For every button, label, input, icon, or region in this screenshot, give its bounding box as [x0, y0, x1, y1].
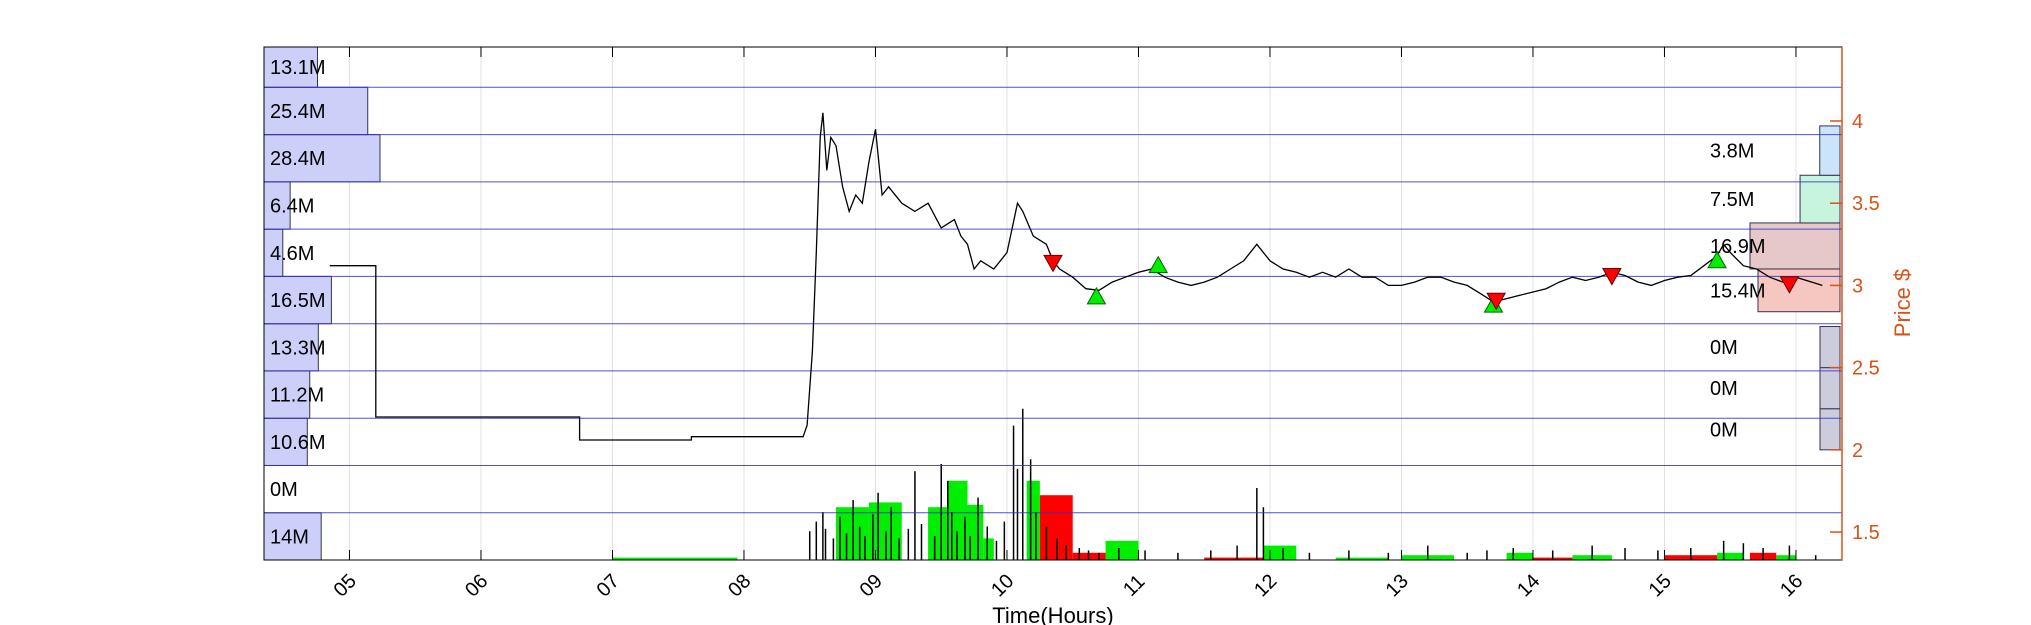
volume-bar-up — [612, 557, 738, 560]
volume-profile-right-label: 3.8M — [1710, 141, 1754, 163]
x-tick-label: 13 — [1382, 570, 1413, 601]
volume-profile-left-label: 0M — [270, 479, 298, 501]
volume-profile-right-bar — [1749, 222, 1841, 270]
volume-profile-right-label: 0M — [1710, 337, 1738, 359]
volume-bar-up — [947, 480, 968, 560]
x-tick-label: 14 — [1513, 570, 1544, 601]
price-tick-label: 2.5 — [1852, 358, 1880, 380]
volume-bar-up — [1506, 552, 1533, 560]
volume-profile-right-bar — [1799, 174, 1841, 224]
hourly-volume-bars — [612, 480, 1796, 560]
price-tick-label: 3 — [1852, 275, 1863, 297]
volume-profile-right-bar — [1819, 367, 1841, 410]
x-tick-label: 05 — [330, 570, 361, 601]
price-tick-label: 2 — [1852, 440, 1863, 462]
x-tick-label: 06 — [461, 570, 492, 601]
price-axis: 1.5 2 2.5 3 3.5 4 — [1830, 47, 1880, 560]
volume-profile-left: 14M 0M 10.6M 11.2M 13.3M 16.5M 4.6M 6.4M 28.4M 25… — [263, 46, 381, 561]
sell-signal-marker — [1779, 276, 1800, 294]
volume-profile-left-bar — [263, 86, 369, 136]
price-band-lines — [264, 86, 1842, 514]
volume-bar-up — [1105, 540, 1139, 560]
y-axis-label: Price $ — [1890, 269, 1915, 337]
volume-bar-down — [1204, 557, 1264, 560]
x-tick-label: 08 — [724, 570, 755, 601]
volume-profile-right-label: 7.5M — [1710, 189, 1754, 211]
sell-signal-marker — [1602, 268, 1622, 286]
volume-profile-right-bar — [1757, 268, 1841, 313]
buy-signal-marker — [1148, 255, 1169, 274]
x-tick-label: 09 — [856, 570, 887, 601]
volume-profile-right-label: 0M — [1710, 419, 1738, 441]
volume-profile-right-label: 15.4M — [1710, 280, 1766, 302]
minute-volume-bars — [808, 408, 1817, 560]
volume-profile-right: 0M 0M 0M 15.4M 16.9M 7.5M 3.8M — [1710, 125, 1841, 451]
x-tick-label: 11 — [1119, 571, 1149, 601]
sell-signal-marker — [1043, 254, 1063, 273]
volume-profile-left-label: 11.2M — [270, 385, 324, 407]
price-tick-label: 1.5 — [1852, 522, 1880, 544]
x-tick-label: 12 — [1250, 570, 1281, 601]
volume-bar-up — [967, 504, 984, 560]
volume-profile-left-label: 10.6M — [270, 432, 326, 454]
x-tick-label: 16 — [1776, 570, 1807, 601]
buy-signal-marker — [1707, 250, 1727, 269]
volume-bar-up — [928, 507, 948, 560]
volume-profile-right-label: 16.9M — [1710, 236, 1766, 258]
volume-profile-left-label: 4.6M — [270, 243, 314, 265]
volume-bar-up — [1335, 557, 1389, 560]
volume-profile-right-bar — [1819, 125, 1841, 176]
volume-bar-up — [1776, 555, 1796, 560]
volume-profile-left-label: 16.5M — [270, 290, 326, 312]
buy-signal-marker — [1086, 286, 1107, 305]
volume-profile-left-label: 13.1M — [270, 57, 326, 79]
grid-layer — [348, 47, 1797, 560]
sell-signal-marker — [1486, 292, 1507, 311]
volume-profile-left-bar — [263, 370, 311, 419]
volume-bar-up — [1263, 545, 1297, 560]
x-axis-label: Time(Hours) — [992, 603, 1113, 625]
volume-profile-right-bar — [1819, 326, 1841, 369]
volume-bar-up — [1717, 552, 1744, 560]
signal-markers — [1043, 250, 1800, 313]
volume-bar-up — [1026, 480, 1040, 560]
volume-profile-left-label: 13.3M — [270, 337, 326, 359]
volume-profile-left-label: 14M — [270, 526, 309, 548]
volume-profile-left-bar — [263, 134, 381, 183]
plot-frame — [263, 46, 1843, 561]
volume-bar-up — [983, 538, 994, 560]
volume-profile-left-label: 6.4M — [270, 196, 314, 218]
x-tick-label: 07 — [593, 570, 624, 601]
x-tick-label: 10 — [987, 570, 1018, 601]
volume-profile-left-label: 25.4M — [270, 101, 326, 123]
volume-profile-left-label: 28.4M — [270, 148, 326, 170]
price-tick-label: 4 — [1852, 111, 1863, 133]
volume-profile-right-label: 0M — [1710, 378, 1738, 400]
x-tick-label: 15 — [1645, 570, 1676, 601]
price-tick-label: 3.5 — [1852, 193, 1880, 215]
volume-profile-right-bar — [1819, 408, 1841, 451]
